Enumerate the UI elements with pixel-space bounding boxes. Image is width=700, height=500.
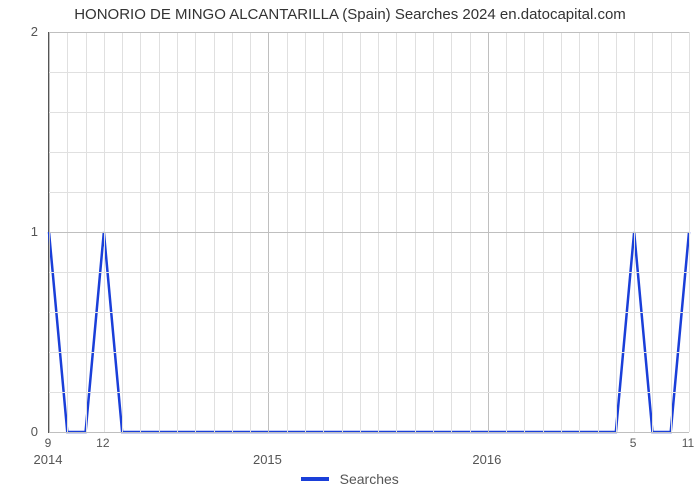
- plot-area: [48, 32, 689, 433]
- x-tick-label-major: 2015: [253, 452, 282, 467]
- grid-line-horizontal-minor: [49, 312, 689, 313]
- x-tick-label-major: 2016: [472, 452, 501, 467]
- legend: Searches: [0, 470, 700, 488]
- grid-line-horizontal: [49, 432, 689, 433]
- grid-line-horizontal: [49, 232, 689, 233]
- grid-line-horizontal: [49, 32, 689, 33]
- grid-line-horizontal-minor: [49, 72, 689, 73]
- grid-line-vertical: [689, 32, 690, 432]
- series-path: [49, 232, 689, 432]
- chart-container: { "chart": { "type": "line", "title": "H…: [0, 0, 700, 500]
- grid-line-horizontal-minor: [49, 112, 689, 113]
- x-tick-label-major: 2014: [34, 452, 63, 467]
- legend-swatch: [301, 477, 329, 481]
- x-tick-label-minor: 12: [96, 436, 109, 450]
- grid-line-horizontal-minor: [49, 352, 689, 353]
- chart-title: HONORIO DE MINGO ALCANTARILLA (Spain) Se…: [0, 6, 700, 23]
- grid-line-horizontal-minor: [49, 152, 689, 153]
- x-tick-label-minor: 5: [630, 436, 637, 450]
- grid-line-horizontal-minor: [49, 192, 689, 193]
- grid-line-horizontal-minor: [49, 272, 689, 273]
- x-tick-label-minor: 11: [682, 436, 694, 450]
- x-tick-label-minor: 9: [45, 436, 52, 450]
- grid-line-horizontal-minor: [49, 392, 689, 393]
- legend-label: Searches: [340, 471, 399, 487]
